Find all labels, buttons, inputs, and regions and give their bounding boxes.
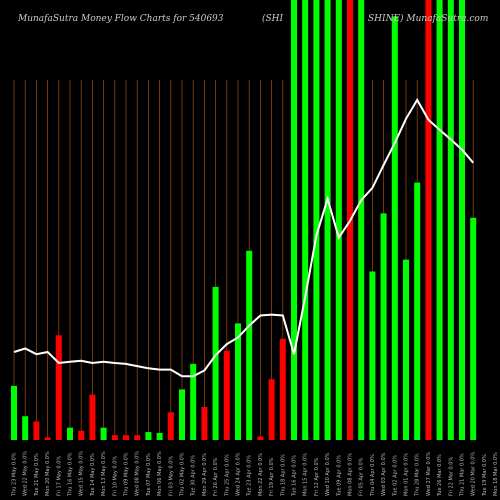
bar-up — [235, 323, 241, 440]
x-axis-tick-labels: Thu 23 May 0.0% Wed 22 May 0.0% Tue 21 May… — [12, 451, 500, 497]
x-tick-label: Tue 19 Mar 0.0% — [482, 454, 488, 497]
bar-up — [380, 213, 387, 440]
bar-down — [279, 338, 286, 440]
x-tick-label: Mon 29 Apr 0.0% — [202, 453, 208, 496]
bar-down — [134, 435, 141, 440]
bar-up — [145, 432, 152, 440]
bar-down — [78, 430, 85, 440]
bar-up — [22, 416, 29, 440]
x-tick-label: Wed 08 May 0.0% — [135, 451, 141, 496]
x-tick-label: Mon 13 May 0.0% — [101, 451, 107, 496]
x-tick-label: Tue 02 Apr 0.0% — [392, 455, 398, 497]
bar-up — [179, 389, 185, 440]
x-tick-label: Wed 10 Apr 0.0% — [325, 452, 331, 496]
bar-up — [190, 363, 197, 440]
x-tick-label: Thu 09 May 0.0% — [124, 452, 130, 497]
bar-up — [324, 0, 331, 440]
chart-title-right: SHINE) MunafaSutra.com — [368, 13, 488, 24]
x-tick-label: Tue 26 Mar 0.0% — [437, 454, 443, 497]
x-tick-label: Thu 18 Apr 0.0% — [280, 454, 286, 497]
bar-up — [414, 182, 421, 440]
x-tick-label: Fri 19 Apr 0.0% — [269, 457, 275, 496]
bar-down — [55, 335, 62, 440]
bar-up — [447, 0, 454, 440]
x-tick-label: Fri 26 Apr 0.0% — [213, 457, 219, 496]
chart-title-left: MunafaSutra Money Flow Charts for 540693 — [17, 14, 224, 24]
bar-up — [11, 385, 17, 440]
bar-up — [212, 286, 219, 440]
x-tick-label: Thu 25 Apr 0.0% — [224, 454, 230, 497]
bar-down — [268, 379, 275, 440]
x-tick-label: Wed 15 May 0.0% — [79, 451, 85, 496]
x-tick-label: Fri 03 May 0.0% — [168, 456, 174, 496]
bar-up — [156, 432, 163, 440]
x-tick-label: Thu 02 May 0.0% — [180, 452, 186, 497]
chart-title-mid: (SHI — [262, 13, 284, 24]
x-tick-label: Fri 22 Mar 0.0% — [448, 457, 454, 496]
x-tick-label: Thu 16 May 0.0% — [68, 452, 74, 497]
x-tick-label: Fri 17 May 0.0% — [56, 456, 62, 496]
bar-up — [459, 0, 465, 440]
bar-down — [201, 407, 208, 440]
bar-up — [403, 259, 409, 440]
x-tick-label: Thu 21 Mar 0.0% — [460, 453, 466, 497]
x-tick-label: Tue 16 Apr 0.0% — [292, 455, 298, 497]
x-tick-label: Thu 04 Apr 0.0% — [370, 454, 376, 497]
bar-up — [470, 217, 477, 440]
bar-up — [358, 0, 365, 440]
bar-up — [291, 0, 297, 440]
x-tick-label: Mon 06 May 0.0% — [157, 451, 163, 496]
x-tick-label: Tue 30 Apr 0.0% — [191, 455, 197, 497]
x-tick-label: Wed 20 Mar 0.0% — [471, 452, 477, 496]
x-tick-label: Fri 12 Apr 0.0% — [314, 457, 320, 496]
bar-down — [223, 350, 230, 440]
x-tick-label: Thu 28 Mar 0.0% — [415, 453, 421, 497]
bar-down — [167, 412, 174, 440]
x-tick-label: Mon 20 May 0.0% — [45, 451, 51, 496]
bar-up — [246, 250, 253, 440]
x-tick-label: Fri 05 Apr 0.0% — [359, 457, 365, 496]
bar-down — [33, 421, 40, 440]
money-flow-line — [13, 97, 474, 378]
x-tick-label: Tue 09 Apr 0.0% — [336, 455, 342, 497]
x-tick-label: Mon 01 Apr 0.0% — [404, 453, 410, 496]
bar-up — [436, 0, 443, 440]
bar-down — [44, 437, 51, 440]
x-tick-label: Mon 08 Apr 0.0% — [348, 453, 354, 496]
bar-up — [302, 0, 309, 440]
x-tick-label: Tue 14 May 0.0% — [90, 453, 96, 497]
x-tick-label: Mon 18 Mar 0.0% — [493, 452, 499, 496]
bar-up — [369, 271, 376, 440]
x-tick-label: Tue 21 May 0.0% — [34, 453, 40, 497]
x-tick-label: Fri 10 May 0.0% — [112, 456, 118, 496]
bar-down — [123, 435, 129, 440]
bar-down — [89, 394, 96, 440]
x-tick-label: Wed 22 May 0.0% — [23, 451, 29, 496]
x-tick-label: Mon 15 Apr 0.0% — [303, 453, 309, 496]
bar-up — [67, 427, 73, 440]
bar-down — [111, 435, 118, 440]
x-tick-label: Wed 03 Apr 0.0% — [381, 452, 387, 496]
x-tick-label: Tue 07 May 0.0% — [146, 453, 152, 497]
x-tick-label: Wed 24 Apr 0.0% — [236, 452, 242, 496]
bar-up — [391, 16, 398, 441]
bar-down — [425, 0, 432, 440]
bars — [11, 0, 477, 441]
bar-up — [100, 427, 107, 440]
bar-down — [257, 436, 264, 440]
bar-up — [335, 0, 342, 440]
x-tick-label: Tue 23 Apr 0.0% — [247, 455, 253, 497]
x-tick-label: Thu 23 May 0.0% — [12, 452, 18, 497]
x-tick-label: Mon 22 Apr 0.0% — [258, 453, 264, 496]
x-tick-label: Wed 27 Mar 0.0% — [426, 452, 432, 496]
bar-up — [313, 0, 320, 440]
